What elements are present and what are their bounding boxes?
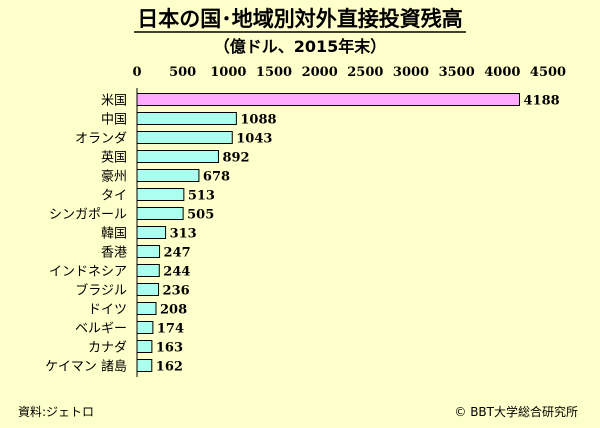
bars-group	[136, 93, 521, 372]
category-labels: 米国中国オランダ英国豪州タイシンガポール韓国香港インドネシアブラジルドイツベルギ…	[45, 94, 127, 375]
x-tick-label: 1000	[210, 65, 246, 80]
value-labels: 4188 1088 1043 892 678 513 505 313 247 244 236 208 1…	[156, 94, 560, 375]
category-label: 韓国	[101, 227, 127, 242]
x-tick-label: 3000	[393, 65, 429, 80]
category-label: 中国	[101, 113, 127, 128]
bar	[136, 169, 200, 182]
bar	[136, 321, 154, 334]
category-label: 豪州	[101, 169, 127, 185]
value-label: 162	[156, 360, 183, 375]
bar	[136, 302, 157, 315]
value-label: 513	[188, 189, 215, 204]
x-axis-ticks: 0 500 1000 1500 2000 2500 3000 3500 4000 4500	[132, 65, 566, 80]
value-label: 163	[156, 341, 183, 356]
copyright-note: © BBT大学総合研究所	[454, 404, 578, 419]
value-label: 313	[170, 227, 197, 242]
bar	[136, 340, 153, 353]
bar	[136, 359, 153, 372]
x-tick-label: 1500	[256, 65, 292, 80]
value-label: 678	[203, 170, 230, 185]
category-label: オランダ	[75, 132, 127, 147]
bar	[136, 131, 233, 144]
value-label: 208	[160, 303, 187, 318]
category-label: 香港	[101, 246, 127, 261]
value-label: 174	[157, 322, 184, 337]
x-tick-label: 500	[169, 65, 196, 80]
value-label: 1043	[236, 132, 272, 147]
value-label: 247	[164, 246, 191, 261]
value-label: 244	[163, 265, 190, 280]
category-label: ベルギー	[75, 322, 127, 337]
bar	[136, 226, 167, 239]
bar	[136, 207, 184, 220]
category-label: ケイマン 諸島	[45, 359, 127, 375]
bar	[136, 264, 160, 277]
bar	[136, 283, 160, 296]
bar	[136, 188, 185, 201]
bar	[136, 93, 521, 106]
x-tick-label: 0	[132, 65, 141, 80]
value-label: 1088	[240, 113, 276, 128]
bar	[136, 150, 219, 163]
category-label: 英国	[101, 151, 127, 166]
x-tick-label: 2000	[302, 65, 338, 80]
x-tick-label: 4000	[484, 65, 520, 80]
category-label: ブラジル	[75, 283, 127, 299]
bar	[136, 112, 237, 125]
x-tick-label: 2500	[347, 65, 383, 80]
value-label: 505	[187, 208, 214, 223]
chart-subtitle: （億ドル、2015年末）	[214, 37, 387, 56]
value-label: 892	[222, 151, 249, 166]
bar	[136, 245, 161, 258]
value-label: 4188	[524, 94, 560, 109]
category-label: 米国	[101, 94, 127, 109]
category-label: インドネシア	[49, 265, 127, 280]
category-label: タイ	[101, 189, 127, 204]
category-label: カナダ	[88, 341, 127, 356]
source-note: 資料:ジェトロ	[18, 405, 94, 419]
x-tick-label: 4500	[530, 65, 566, 80]
value-label: 236	[163, 284, 190, 299]
category-label: ドイツ	[88, 303, 127, 318]
x-tick-label: 3500	[439, 65, 475, 80]
chart-title: 日本の国･地域別対外直接投資残高	[137, 7, 463, 31]
category-label: シンガポール	[49, 208, 127, 223]
